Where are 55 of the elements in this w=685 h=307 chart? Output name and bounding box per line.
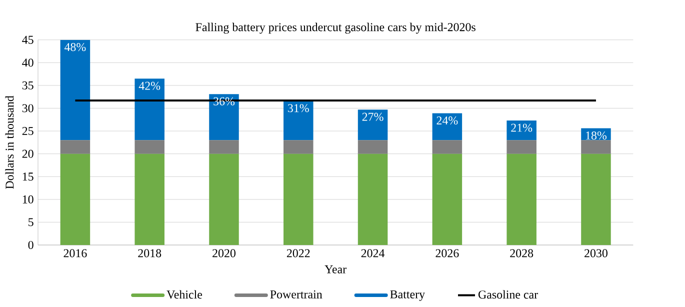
bar <box>506 120 536 140</box>
legend-label: Battery <box>390 290 425 301</box>
y-tick-label: 10 <box>22 195 34 204</box>
bar <box>358 154 388 245</box>
y-axis-title: Dollars in thousand <box>5 96 14 189</box>
annotation: 48% <box>64 43 86 52</box>
bar <box>284 154 314 245</box>
y-tick-label: 20 <box>22 150 34 158</box>
bar <box>209 94 239 140</box>
bar <box>284 140 314 154</box>
bar <box>60 40 90 140</box>
y-tick-label: 35 <box>22 81 34 90</box>
y-tick-label: 15 <box>22 172 34 181</box>
annotation: 31% <box>288 104 309 112</box>
bar <box>60 154 90 245</box>
bar <box>432 113 462 140</box>
bar <box>506 140 536 154</box>
annotation: 18% <box>586 131 607 140</box>
bar <box>60 140 90 154</box>
x-tick-label: 2020 <box>212 249 236 258</box>
y-tick-label: 0 <box>28 240 34 250</box>
y-tick-label: 30 <box>22 104 34 112</box>
bar <box>134 140 164 154</box>
annotation: 42% <box>138 82 160 90</box>
bar <box>134 78 164 140</box>
bar <box>209 154 239 245</box>
bar <box>432 140 462 154</box>
bar <box>209 140 239 154</box>
y-tick-label: 5 <box>28 218 34 226</box>
bar <box>581 140 611 154</box>
bar <box>358 110 388 140</box>
x-tick-label: 2016 <box>64 249 87 258</box>
bar <box>432 154 462 245</box>
bar <box>358 140 388 154</box>
legend-label: Gasoline car <box>478 290 538 299</box>
x-tick-label: 2018 <box>138 249 162 258</box>
x-tick-label: 2024 <box>361 249 385 258</box>
legend-label: Vehicle <box>166 290 202 299</box>
y-tick-label: 25 <box>22 127 34 136</box>
bar <box>581 154 611 245</box>
y-tick-label: 45 <box>22 36 34 44</box>
x-tick-label: 2026 <box>436 249 459 258</box>
annotation: 27% <box>362 112 384 121</box>
x-tick-label: 2022 <box>286 249 310 258</box>
x-tick-label: 2030 <box>584 249 608 258</box>
chart-title: Falling battery prices undercut gasoline cars by mid-2020s <box>196 22 476 34</box>
y-tick-label: 40 <box>22 58 34 67</box>
x-axis-title: Year <box>324 265 346 274</box>
bar <box>134 154 164 245</box>
x-tick-label: 2028 <box>510 249 534 258</box>
annotation: 24% <box>436 116 458 125</box>
legend-label: Powertrain <box>270 290 322 298</box>
bar <box>284 100 314 140</box>
annotation: 21% <box>511 124 532 132</box>
bar <box>506 154 536 245</box>
